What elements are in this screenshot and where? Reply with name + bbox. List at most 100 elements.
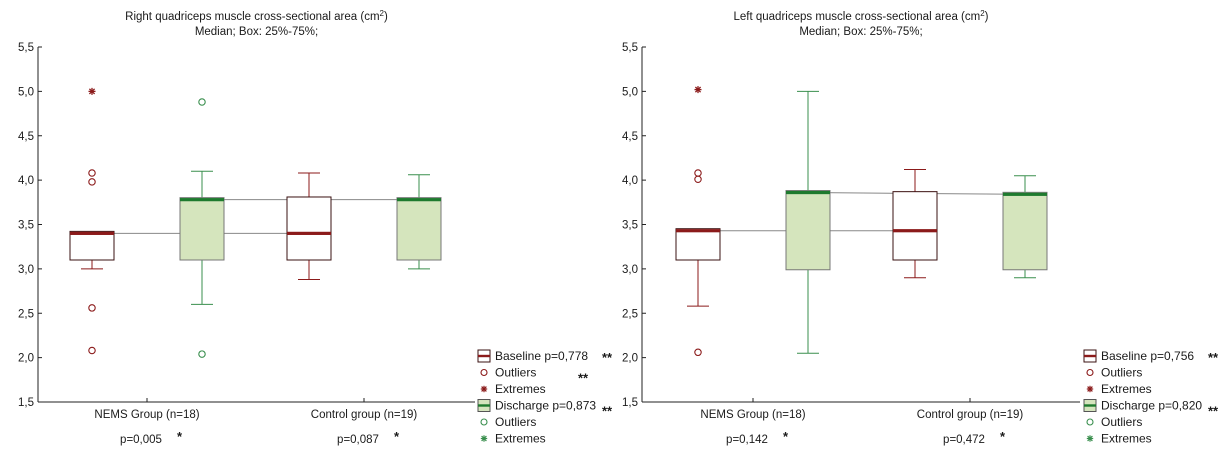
chart-title-tail: ) [384,11,388,23]
chart-title-superscript: 2 [380,9,385,18]
box-iqr [675,228,721,261]
legend-median-swatch [478,354,490,358]
median-bar [70,231,114,235]
chart-title: Right quadriceps muscle cross-sectional … [125,9,388,23]
y-tick-label: 3,0 [18,264,34,276]
legend-extreme-symbol [480,435,488,442]
legend-extreme-symbol [1086,385,1094,393]
y-tick-label: 3,5 [622,220,638,232]
chart-panel-1: Right quadriceps muscle cross-sectional … [18,9,613,446]
chart-title-superscript: 2 [980,9,985,18]
legend-outlier-symbol [480,418,488,426]
y-tick-label: 5,0 [622,86,638,98]
category-significance-mark: * [1000,429,1006,444]
baseline-box-1 [69,87,115,355]
y-tick-label: 3,5 [18,220,34,232]
outlier-point [88,304,96,312]
legend-label: Discharge p=0,873 [495,399,596,413]
category-significance-mark: * [394,429,400,444]
category-pvalue: p=0,472 [943,434,985,446]
y-tick-label: 2,0 [622,353,638,365]
chart-subtitle: Median; Box: 25%-75%; [799,26,922,38]
chart-title-text: Left quadriceps muscle cross-sectional a… [733,11,980,23]
discharge-box-2 [1002,175,1048,279]
outlier-point [694,348,702,357]
median-bar [1003,192,1047,196]
y-tick-label: 5,5 [622,42,638,54]
outlier-point [694,169,702,177]
legend-label: Outliers [495,366,536,380]
outlier-point [88,178,96,186]
x-category-label: NEMS Group (n=18) [700,409,805,421]
legend-outlier-symbol [1086,418,1094,426]
y-tick-label: 3,0 [622,264,638,276]
median-bar [676,229,720,233]
chart-panel-2: Left quadriceps muscle cross-sectional a… [622,9,1219,446]
legend-significance-mark: ** [602,350,613,365]
baseline-box-1 [675,86,721,357]
median-bar [786,190,830,195]
legend-extreme-symbol [1086,435,1094,442]
y-tick-label: 2,5 [622,308,638,320]
outlier-point [694,175,702,183]
box-iqr [396,197,442,261]
legend-label: Outliers [495,415,536,429]
discharge-box-2 [396,174,442,270]
category-pvalue: p=0,005 [120,434,162,446]
extreme-stroke [481,386,487,392]
legend-label: Extremes [495,432,546,446]
y-tick-label: 5,5 [18,42,34,54]
chart-title-text: Right quadriceps muscle cross-sectional … [125,11,379,23]
extreme-stroke [88,88,96,95]
category-significance-mark: * [783,429,789,444]
y-tick-label: 2,0 [18,353,34,365]
legend-extreme-symbol [480,385,488,393]
median-bar [397,198,441,202]
extreme-point [694,86,702,94]
legend-label: Outliers [1101,366,1142,380]
outlier-point [88,346,96,355]
extreme-stroke [694,86,702,93]
outlier-point [88,169,96,177]
legend-label: Discharge p=0,820 [1101,399,1202,413]
y-tick-label: 1,5 [18,397,34,409]
y-tick-label: 2,5 [18,308,34,320]
legend-label: Extremes [1101,432,1152,446]
outlier-point [198,98,206,106]
legend-outlier-symbol [1086,368,1094,377]
legend-label: Outliers [1101,415,1142,429]
extreme-point [88,87,96,95]
box-iqr [785,190,831,271]
legend-label: Extremes [495,382,546,396]
y-tick-label: 5,0 [18,86,34,98]
x-category-label: Control group (n=19) [311,409,418,421]
legend-outlier-symbol [480,368,488,377]
extreme-stroke [481,435,487,442]
baseline-box-2 [286,172,332,281]
y-tick-label: 4,5 [18,131,34,143]
box-iqr [69,230,115,261]
category-pvalue: p=0,142 [726,434,768,446]
legend-median-swatch [478,404,490,407]
legend-median-swatch [1084,354,1096,358]
legend-median-swatch [1084,404,1096,407]
discharge-box-1 [179,98,225,358]
legend-label: Baseline p=0,756 [1101,349,1194,363]
legend: Baseline p=0,778 ** Outliers ** Extremes Disc… [477,349,613,446]
x-category-label: Control group (n=19) [917,409,1024,421]
y-tick-label: 4,5 [622,131,638,143]
legend-significance-mark: ** [1208,404,1219,419]
legend-significance-mark: ** [1208,350,1219,365]
baseline-box-2 [892,168,938,279]
chart-subtitle: Median; Box: 25%-75%; [195,26,318,38]
median-bar [180,198,224,202]
chart-title-tail: ) [985,11,989,23]
extreme-stroke [1087,435,1093,442]
category-significance-mark: * [177,429,183,444]
median-bar [287,231,331,235]
median-bar [893,229,937,233]
chart-title: Left quadriceps muscle cross-sectional a… [733,9,988,23]
box-iqr [179,197,225,261]
y-tick-label: 4,0 [18,175,34,187]
